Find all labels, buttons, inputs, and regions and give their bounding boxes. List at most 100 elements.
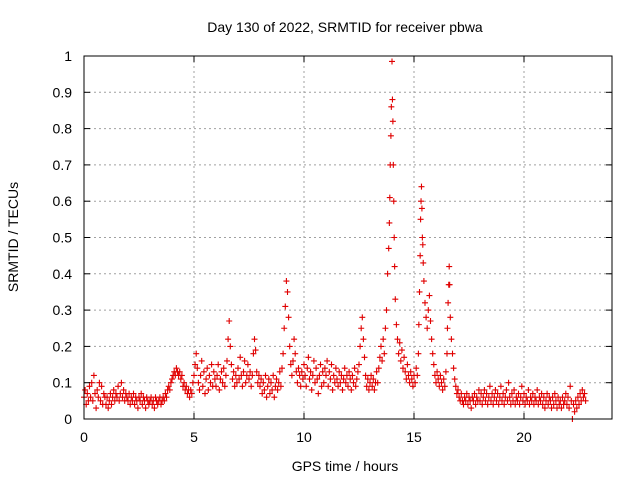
data-point [104, 394, 111, 401]
data-point [446, 263, 453, 270]
data-point [191, 372, 197, 379]
data-point [188, 390, 195, 397]
data-point [306, 376, 313, 383]
data-point [296, 372, 303, 379]
y-tick-label: 0.8 [53, 121, 73, 137]
data-point [581, 390, 588, 397]
data-point [422, 299, 428, 306]
data-point [404, 361, 411, 368]
data-point [259, 390, 266, 397]
data-point [420, 259, 427, 266]
data-point [236, 376, 243, 383]
data-point [361, 354, 368, 361]
data-point [541, 405, 548, 412]
data-point [163, 394, 170, 401]
data-point [266, 390, 273, 397]
data-point [572, 397, 579, 404]
data-point [342, 379, 349, 386]
data-point [177, 376, 184, 383]
data-point [292, 350, 299, 357]
data-point [545, 401, 552, 408]
data-point [425, 307, 432, 314]
data-point [247, 368, 254, 375]
data-point [350, 379, 357, 386]
data-point [173, 365, 180, 372]
data-point [118, 379, 125, 386]
data-point [210, 368, 217, 375]
data-point [220, 365, 227, 372]
data-point [114, 394, 120, 401]
data-point [400, 365, 406, 372]
data-point [308, 386, 315, 393]
data-point [257, 383, 263, 390]
data-point [534, 386, 541, 393]
data-point [551, 390, 558, 397]
data-point [446, 281, 453, 288]
data-point [238, 372, 245, 379]
y-tick-label: 0.9 [53, 84, 73, 100]
data-point [397, 357, 404, 364]
data-point [316, 372, 323, 379]
data-point [282, 303, 289, 310]
data-point [89, 397, 96, 404]
data-point [232, 372, 239, 379]
data-point [87, 394, 94, 401]
data-point [390, 198, 397, 205]
data-point [418, 198, 425, 205]
data-point [450, 365, 457, 372]
data-point [93, 405, 100, 412]
data-point [418, 205, 425, 212]
data-point [230, 368, 237, 375]
data-point [202, 390, 208, 397]
data-point [213, 383, 219, 390]
data-point [353, 376, 360, 383]
data-point [138, 390, 145, 397]
data-point [529, 390, 536, 397]
data-point [389, 58, 395, 65]
data-point [495, 401, 502, 408]
x-tick-label: 20 [516, 429, 532, 445]
data-point [363, 383, 370, 390]
data-point [199, 383, 206, 390]
data-point [500, 390, 507, 397]
grid [84, 56, 612, 419]
data-point [436, 383, 443, 390]
data-point [290, 357, 296, 364]
data-point [272, 383, 279, 390]
data-point [398, 347, 405, 354]
data-point [582, 397, 589, 404]
data-point [195, 379, 202, 386]
data-point [449, 350, 456, 357]
data-point [427, 317, 434, 324]
data-point [511, 386, 518, 393]
data-point [335, 383, 342, 390]
data-point [219, 379, 226, 386]
data-point [417, 252, 424, 259]
data-point [96, 379, 103, 386]
data-point [285, 314, 292, 321]
data-point [252, 347, 259, 354]
data-point [435, 376, 442, 383]
data-point [305, 354, 312, 361]
data-point [499, 397, 505, 404]
data-point [273, 376, 280, 383]
data-point [211, 376, 218, 383]
data-point [149, 401, 156, 408]
data-point [379, 357, 386, 364]
data-point [376, 354, 383, 361]
data-point [326, 368, 333, 375]
data-point [444, 350, 450, 357]
data-point [539, 401, 546, 408]
data-point [491, 394, 498, 401]
data-point [494, 390, 501, 397]
data-point [438, 379, 445, 386]
data-point [313, 365, 320, 372]
data-point [574, 394, 581, 401]
data-point [197, 372, 204, 379]
x-axis-label: GPS time / hours [292, 458, 399, 474]
data-point [382, 325, 389, 332]
data-point [416, 288, 423, 295]
data-point [506, 394, 513, 401]
data-point [497, 383, 504, 390]
data-point [161, 397, 168, 404]
